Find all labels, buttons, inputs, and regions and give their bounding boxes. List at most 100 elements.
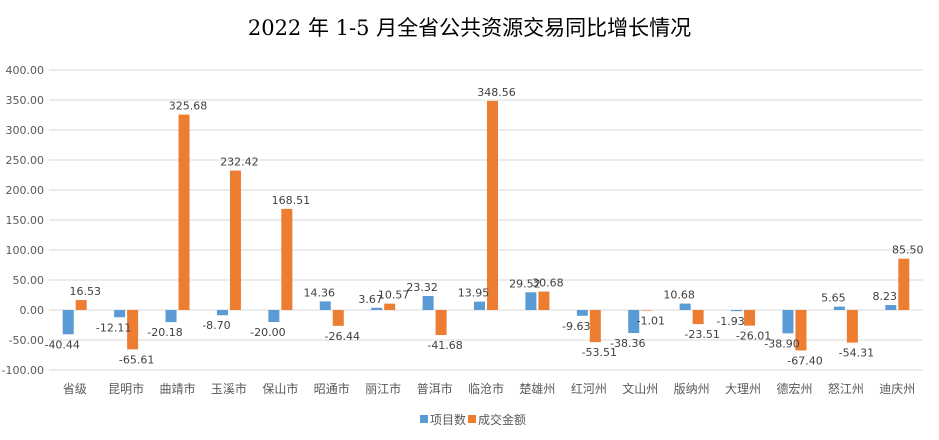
y-tick-label: 250.00	[6, 154, 45, 167]
x-tick-label: 保山市	[262, 381, 298, 396]
data-label-项目数: -40.44	[44, 338, 79, 351]
data-label-成交金额: 325.68	[169, 100, 208, 113]
bar-成交金额	[435, 310, 447, 336]
data-label-成交金额: -26.01	[736, 330, 771, 343]
x-tick-label: 文山州	[622, 381, 658, 396]
bar-项目数	[371, 307, 383, 310]
bar-成交金额	[538, 291, 550, 310]
bar-成交金额	[692, 310, 704, 325]
legend-swatch-项目数	[420, 415, 428, 423]
x-tick-label: 临沧市	[468, 381, 504, 396]
x-tick-label: 楚雄州	[519, 381, 555, 396]
data-label-成交金额: 30.68	[532, 277, 564, 290]
y-tick-label: 200.00	[6, 184, 45, 197]
data-label-项目数: 23.32	[406, 281, 438, 294]
bar-项目数	[679, 303, 691, 310]
data-label-项目数: -9.63	[562, 320, 590, 333]
data-label-成交金额: -41.68	[427, 339, 462, 352]
x-tick-label: 版纳州	[674, 382, 710, 396]
data-label-项目数: -20.00	[250, 326, 285, 339]
bar-项目数	[114, 310, 126, 318]
bar-项目数	[576, 310, 588, 316]
y-tick-label: 300.00	[6, 124, 45, 137]
legend-label-成交金额: 成交金额	[478, 412, 526, 427]
bar-成交金额	[229, 170, 241, 310]
x-tick-label: 丽江市	[365, 381, 401, 396]
data-label-成交金额: 232.42	[220, 156, 259, 169]
data-label-成交金额: -53.51	[582, 346, 617, 359]
bar-项目数	[216, 310, 228, 316]
y-tick-label: -100.00	[2, 364, 44, 377]
y-tick-label: 50.00	[13, 274, 45, 287]
x-tick-label: 省级	[63, 382, 87, 396]
x-tick-label: 玉溪市	[211, 381, 247, 396]
y-tick-label: 0.00	[20, 304, 45, 317]
x-tick-label: 普洱市	[417, 381, 453, 396]
x-tick-label: 迪庆州	[879, 382, 915, 396]
bar-项目数	[628, 310, 640, 334]
data-label-项目数: 29.52	[509, 277, 541, 290]
data-label-项目数: 13.95	[458, 287, 490, 300]
data-label-成交金额: 16.53	[69, 285, 101, 298]
bar-成交金额	[898, 258, 910, 310]
bar-成交金额	[281, 208, 293, 310]
bar-项目数	[885, 305, 897, 310]
bar-项目数	[782, 310, 794, 334]
data-label-成交金额: 168.51	[272, 194, 311, 207]
bar-项目数	[422, 296, 434, 310]
y-tick-label: -50.00	[9, 334, 44, 347]
bar-成交金额	[795, 310, 807, 351]
y-tick-label: 350.00	[6, 94, 45, 107]
data-label-项目数: -38.90	[764, 337, 799, 350]
x-tick-label: 红河州	[571, 381, 607, 396]
bar-项目数	[268, 310, 280, 322]
x-tick-label: 德宏州	[776, 381, 812, 396]
data-label-成交金额: 348.56	[477, 86, 516, 99]
legend-swatch-成交金额	[468, 415, 476, 423]
bar-成交金额	[589, 310, 601, 343]
data-label-项目数: 3.67	[358, 293, 383, 306]
bar-成交金额	[641, 310, 653, 311]
bar-项目数	[165, 310, 177, 323]
data-label-成交金额: -54.31	[839, 347, 874, 360]
bar-项目数	[731, 310, 743, 312]
data-label-项目数: 5.65	[821, 292, 846, 305]
chart-title: 2022 年 1-5 月全省公共资源交易同比增长情况	[247, 16, 692, 40]
bar-成交金额	[487, 100, 498, 310]
bar-项目数	[62, 310, 74, 335]
y-tick-label: 150.00	[6, 214, 45, 227]
bar-成交金额	[744, 310, 756, 326]
bar-成交金额	[127, 310, 139, 350]
data-label-成交金额: -67.40	[787, 354, 822, 367]
bar-成交金额	[75, 300, 87, 310]
bar-项目数	[833, 306, 845, 310]
legend-label-项目数: 项目数	[430, 412, 466, 427]
bar-项目数	[319, 301, 331, 310]
data-label-成交金额: 85.50	[892, 244, 924, 257]
data-label-成交金额: -65.61	[119, 353, 154, 366]
data-label-项目数: 8.23	[873, 290, 898, 303]
data-label-项目数: -8.70	[202, 319, 230, 332]
data-label-项目数: -12.11	[96, 321, 131, 334]
data-label-成交金额: -1.01	[637, 315, 665, 328]
x-tick-label: 昆明市	[108, 381, 144, 396]
data-label-项目数: -1.93	[716, 315, 744, 328]
bar-项目数	[525, 292, 537, 310]
bar-成交金额	[846, 310, 858, 343]
x-tick-label: 昭通市	[314, 381, 350, 396]
bar-成交金额	[384, 303, 396, 310]
data-label-项目数: -20.18	[147, 326, 182, 339]
data-label-项目数: 14.36	[304, 286, 336, 299]
x-tick-label: 曲靖市	[160, 381, 196, 396]
x-tick-label: 怒江州	[828, 381, 864, 396]
data-label-项目数: 10.68	[663, 289, 695, 302]
data-label-成交金额: -23.51	[684, 328, 719, 341]
bar-项目数	[474, 301, 485, 310]
data-label-成交金额: -26.44	[325, 330, 360, 343]
bar-成交金额	[178, 114, 190, 310]
data-label-项目数: -38.36	[610, 337, 645, 350]
y-tick-label: 100.00	[6, 244, 45, 257]
y-tick-label: 400.00	[6, 64, 45, 77]
bar-成交金额	[332, 310, 344, 326]
